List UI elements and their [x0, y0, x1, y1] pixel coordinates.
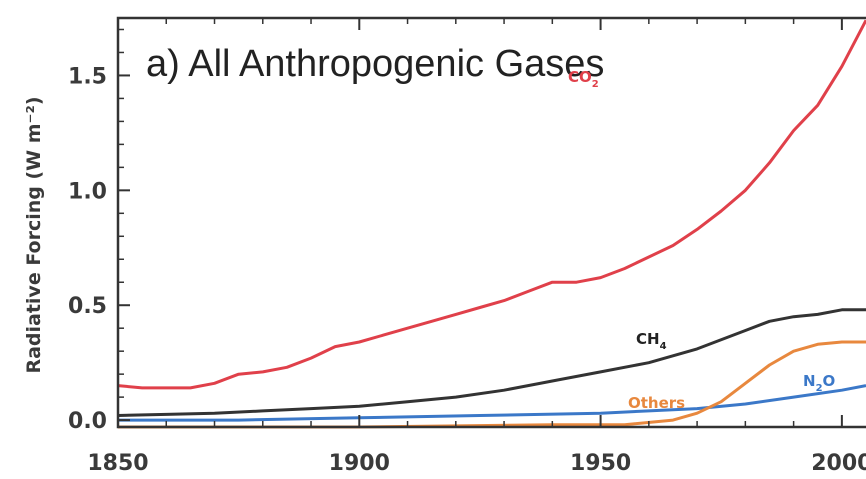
series-label: Others — [628, 394, 685, 412]
y-tick-label: 0.0 — [68, 409, 107, 434]
y-tick-label: 0.5 — [68, 294, 107, 319]
series-label: CO2 — [568, 68, 599, 90]
y-tick-label: 1.0 — [68, 179, 107, 204]
chart-title: a) All Anthropogenic Gases — [146, 43, 604, 85]
series-label: CH4 — [636, 330, 667, 352]
ticks-layer: 1850 1900 1950 2000 0.0 0.5 1.0 1.5 — [68, 18, 866, 476]
x-tick-label: 2000 — [811, 451, 866, 476]
y-axis-label: Radiative Forcing (W m⁻²) — [23, 96, 45, 373]
x-tick-label: 1850 — [87, 451, 148, 476]
plot-frame — [116, 16, 866, 429]
series-labels: CO2 CH4 N2O Others — [568, 68, 835, 412]
series-line — [117, 19, 866, 390]
y-tick-label: 1.5 — [68, 64, 107, 89]
x-tick-label: 1950 — [570, 451, 631, 476]
series-line — [117, 308, 866, 417]
x-tick-label: 1900 — [329, 451, 390, 476]
series-label: N2O — [803, 372, 835, 394]
series-line — [118, 384, 866, 422]
